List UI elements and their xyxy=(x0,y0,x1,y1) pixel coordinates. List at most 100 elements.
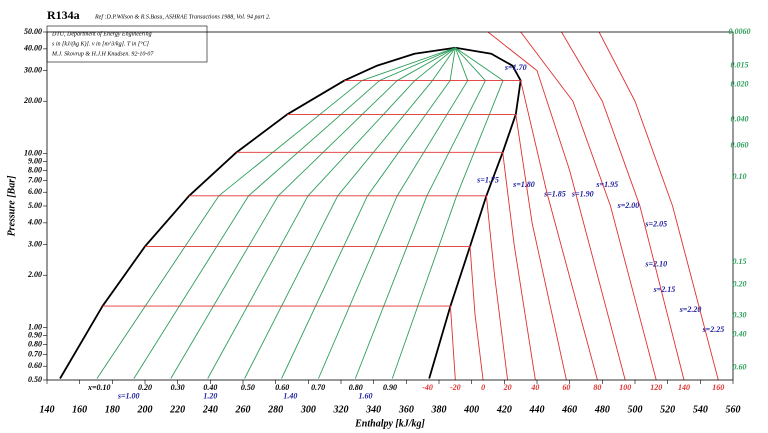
series-line xyxy=(207,47,456,379)
note: s in [kJ/(kg K)]. v in [m^3/kg]. T in [°… xyxy=(52,40,150,47)
annotation: 0.20 xyxy=(733,280,747,289)
series-line xyxy=(287,113,567,380)
series-line xyxy=(170,47,456,379)
series-line xyxy=(354,47,486,379)
note: DTU, Department of Energy Engineering xyxy=(51,30,152,37)
x-tick-label: 520 xyxy=(660,404,675,415)
annotation: 0.40 xyxy=(203,383,217,392)
series-line xyxy=(318,47,469,379)
x-tick-label: 540 xyxy=(693,404,708,415)
annotation: s=1.90 xyxy=(571,190,594,199)
x-tick-label: 460 xyxy=(561,404,577,415)
annotation: 0.60 xyxy=(733,362,747,371)
annotation: 0.015 xyxy=(731,60,749,69)
annotation: 1.60 xyxy=(359,392,373,401)
x-tick-label: 300 xyxy=(300,404,316,415)
series-line xyxy=(133,47,456,379)
annotation: 1.40 xyxy=(283,392,297,401)
series-line xyxy=(344,80,598,380)
x-tick-label: 160 xyxy=(72,404,87,415)
x-tick-label: 240 xyxy=(202,404,218,415)
x-tick-label: 380 xyxy=(431,404,447,415)
annotation: s=1.95 xyxy=(595,180,618,189)
annotation: 80 xyxy=(593,383,601,392)
x-tick-label: 560 xyxy=(726,404,741,415)
annotation: s=2.05 xyxy=(644,220,667,229)
series-line xyxy=(598,32,719,380)
x-axis-label: Enthalpy [kJ/kg] xyxy=(354,418,425,429)
series-line xyxy=(487,32,626,380)
annotation: 0.040 xyxy=(731,114,749,123)
annotation: 0.020 xyxy=(731,80,749,89)
x-tick-label: 440 xyxy=(529,404,545,415)
y-tick-label: 0.50 xyxy=(28,375,42,384)
y-tick-label: 6.00 xyxy=(28,187,42,196)
x-tick-label: 220 xyxy=(169,404,185,415)
series-line xyxy=(59,46,456,379)
annotation: s=1.85 xyxy=(543,190,566,199)
annotation: 1.20 xyxy=(203,392,217,401)
y-tick-label: 4.00 xyxy=(27,218,42,227)
annotation: 0.20 xyxy=(138,383,152,392)
series-line xyxy=(102,305,456,380)
annotation: s=1.70 xyxy=(504,63,527,72)
annotation: 40 xyxy=(530,383,539,392)
annotation: -40 xyxy=(422,383,433,392)
plot-area xyxy=(59,32,719,380)
annotation: 0 xyxy=(481,383,485,392)
annotation: s=2.10 xyxy=(644,260,667,269)
y-tick-label: 10.00 xyxy=(24,148,42,157)
annotation: s=2.25 xyxy=(702,325,725,334)
annotation: 120 xyxy=(650,383,662,392)
y-axis-label: Pressure [Bar] xyxy=(6,175,17,237)
x-tick-label: 360 xyxy=(398,404,414,415)
annotation: 0.70 xyxy=(311,383,325,392)
series-line xyxy=(520,32,657,380)
series-line xyxy=(281,47,456,379)
annotation: 20 xyxy=(503,383,512,392)
series-line xyxy=(189,195,509,380)
chart-title: R134a xyxy=(47,8,80,22)
annotation: 0.50 xyxy=(241,383,255,392)
series-line xyxy=(561,32,685,380)
y-tick-label: 20.00 xyxy=(23,96,42,105)
x-tick-label: 280 xyxy=(267,404,283,415)
annotation: s=2.00 xyxy=(617,201,640,210)
y-tick-label: 0.60 xyxy=(28,361,42,370)
y-tick-label: 30.00 xyxy=(23,65,42,74)
annotation: 140 xyxy=(678,383,690,392)
annotation: 0.30 xyxy=(171,383,185,392)
annotation: 0.60 xyxy=(275,383,289,392)
series-line xyxy=(96,47,456,379)
y-tick-label: 5.00 xyxy=(28,201,42,210)
y-tick-label: 0.90 xyxy=(28,330,42,339)
x-tick-label: 400 xyxy=(463,404,479,415)
x-tick-label: 140 xyxy=(40,404,55,415)
series-line xyxy=(236,151,536,380)
annotation: s=2.20 xyxy=(679,305,702,314)
annotation: 0.40 xyxy=(733,330,747,339)
y-tick-label: 7.00 xyxy=(28,175,42,184)
annotation: s=2.15 xyxy=(653,285,676,294)
annotation: 160 xyxy=(712,383,724,392)
series-line xyxy=(145,245,484,380)
annotation: 0.30 xyxy=(733,311,747,320)
y-tick-label: 0.70 xyxy=(28,349,42,358)
x-tick-label: 320 xyxy=(333,404,349,415)
chart-subtitle: Ref :D.P.Wilson & R.S.Basu, ASHRAE Trans… xyxy=(94,13,270,20)
series-line xyxy=(244,47,456,379)
annotation: s=1.75 xyxy=(476,175,499,184)
y-tick-label: 2.00 xyxy=(27,270,42,279)
x-tick-label: 260 xyxy=(235,404,251,415)
note: M.J. Skovrup & H.J.H Knudsen. 92-10-07 xyxy=(51,51,154,57)
annotation: x=0.10 xyxy=(87,383,111,392)
y-tick-label: 0.80 xyxy=(28,339,42,348)
annotation: s=1.00 xyxy=(117,392,140,401)
series-line xyxy=(428,46,522,379)
annotation: 0.90 xyxy=(383,383,397,392)
y-tick-label: 50.00 xyxy=(24,27,42,36)
y-tick-label: 8.00 xyxy=(28,165,42,174)
annotation: 0.15 xyxy=(733,257,747,266)
annotation: 0.0060 xyxy=(729,27,751,36)
